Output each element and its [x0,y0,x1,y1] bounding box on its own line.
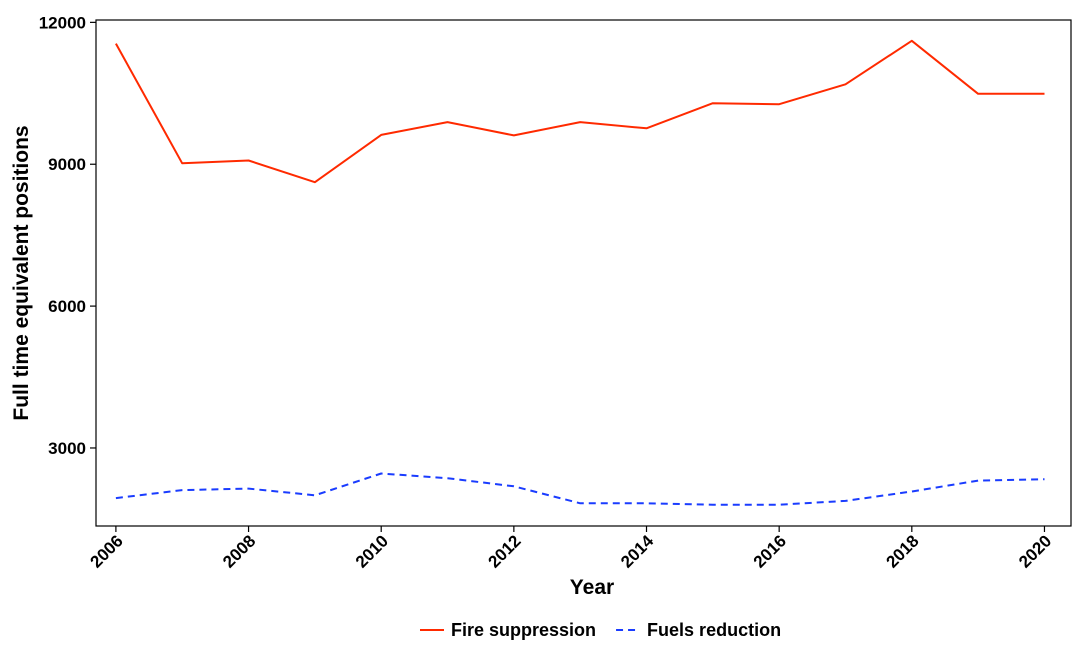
x-tick-label: 2012 [485,531,525,571]
legend-label-fuels-reduction: Fuels reduction [647,620,781,640]
x-axis-title: Year [570,576,614,599]
x-tick-label: 2010 [352,531,392,571]
x-tick-label: 2018 [882,531,922,571]
x-tick-label: 2014 [617,531,658,572]
y-tick-label: 3000 [48,439,86,458]
legend-label-fire-suppression: Fire suppression [451,620,596,640]
y-tick-label: 12000 [39,13,86,32]
y-tick-label: 6000 [48,297,86,316]
y-axis-title: Full time equivalent positions [10,125,33,420]
fire-suppression-line [115,39,1045,184]
plot-border [95,19,1072,527]
fuels-reduction-line [115,472,1045,506]
x-tick-label: 2006 [87,531,127,571]
x-tick-label: 2008 [219,531,259,571]
y-tick-label: 9000 [48,155,86,174]
x-tick-label: 2016 [750,531,790,571]
plot-area [95,19,1072,527]
legend: Fire suppression Fuels reduction [420,620,781,640]
x-axis: 2006 2008 2010 2012 2014 2016 2018 2020 [87,526,1055,572]
x-tick-label: 2020 [1015,531,1055,571]
y-axis: 3000 6000 9000 12000 [39,13,96,458]
